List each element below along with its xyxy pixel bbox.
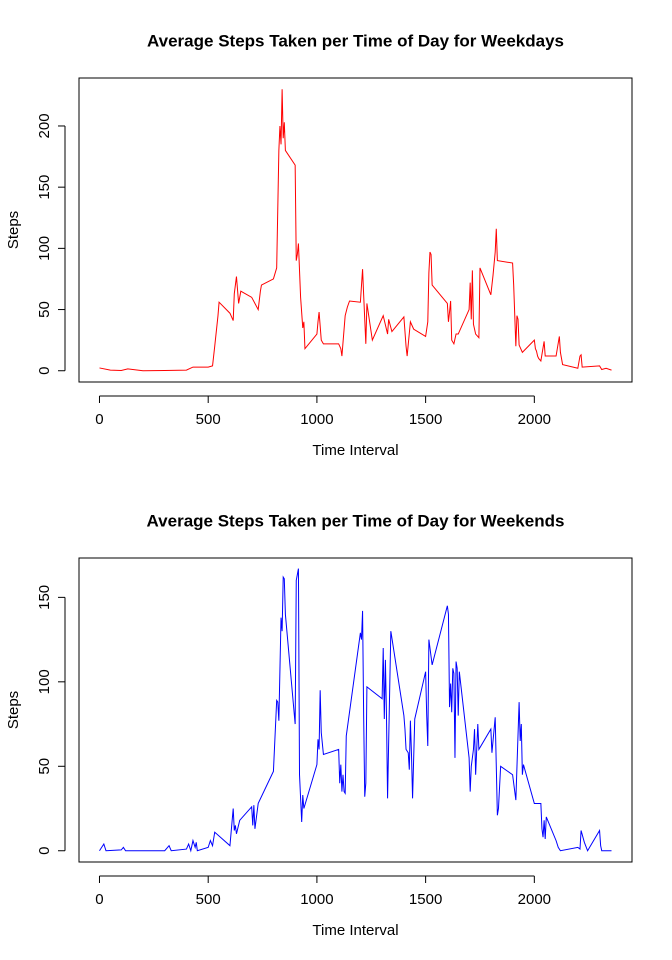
x-tick-label: 1500 [409,411,442,428]
chart-title: Average Steps Taken per Time of Day for … [147,31,564,50]
plot-box [78,77,633,383]
y-tick-label: 150 [36,585,53,610]
y-tick-label: 0 [36,847,53,855]
y-tick-label: 100 [36,236,53,261]
x-axis-label: Time Interval [312,442,398,459]
x-tick-label: 2000 [518,891,551,908]
data-line [99,568,612,853]
x-tick-label: 1000 [300,891,333,908]
chart-title: Average Steps Taken per Time of Day for … [147,511,565,530]
x-tick-label: 500 [196,411,221,428]
x-tick-label: 1000 [300,411,333,428]
y-tick-label: 50 [36,301,53,318]
y-tick-label: 150 [36,175,53,200]
y-tick-label: 100 [36,669,53,694]
y-axis-label: Steps [5,691,22,729]
y-axis-label: Steps [5,211,22,249]
x-tick-label: 0 [95,411,103,428]
x-tick-label: 1500 [409,891,442,908]
x-tick-label: 500 [196,891,221,908]
y-tick-label: 50 [36,758,53,775]
x-tick-label: 2000 [518,411,551,428]
plot-box [78,557,633,863]
x-axis-label: Time Interval [312,922,398,939]
x-tick-label: 0 [95,891,103,908]
data-line [99,89,612,372]
y-tick-label: 0 [36,367,53,375]
y-tick-label: 200 [36,113,53,138]
